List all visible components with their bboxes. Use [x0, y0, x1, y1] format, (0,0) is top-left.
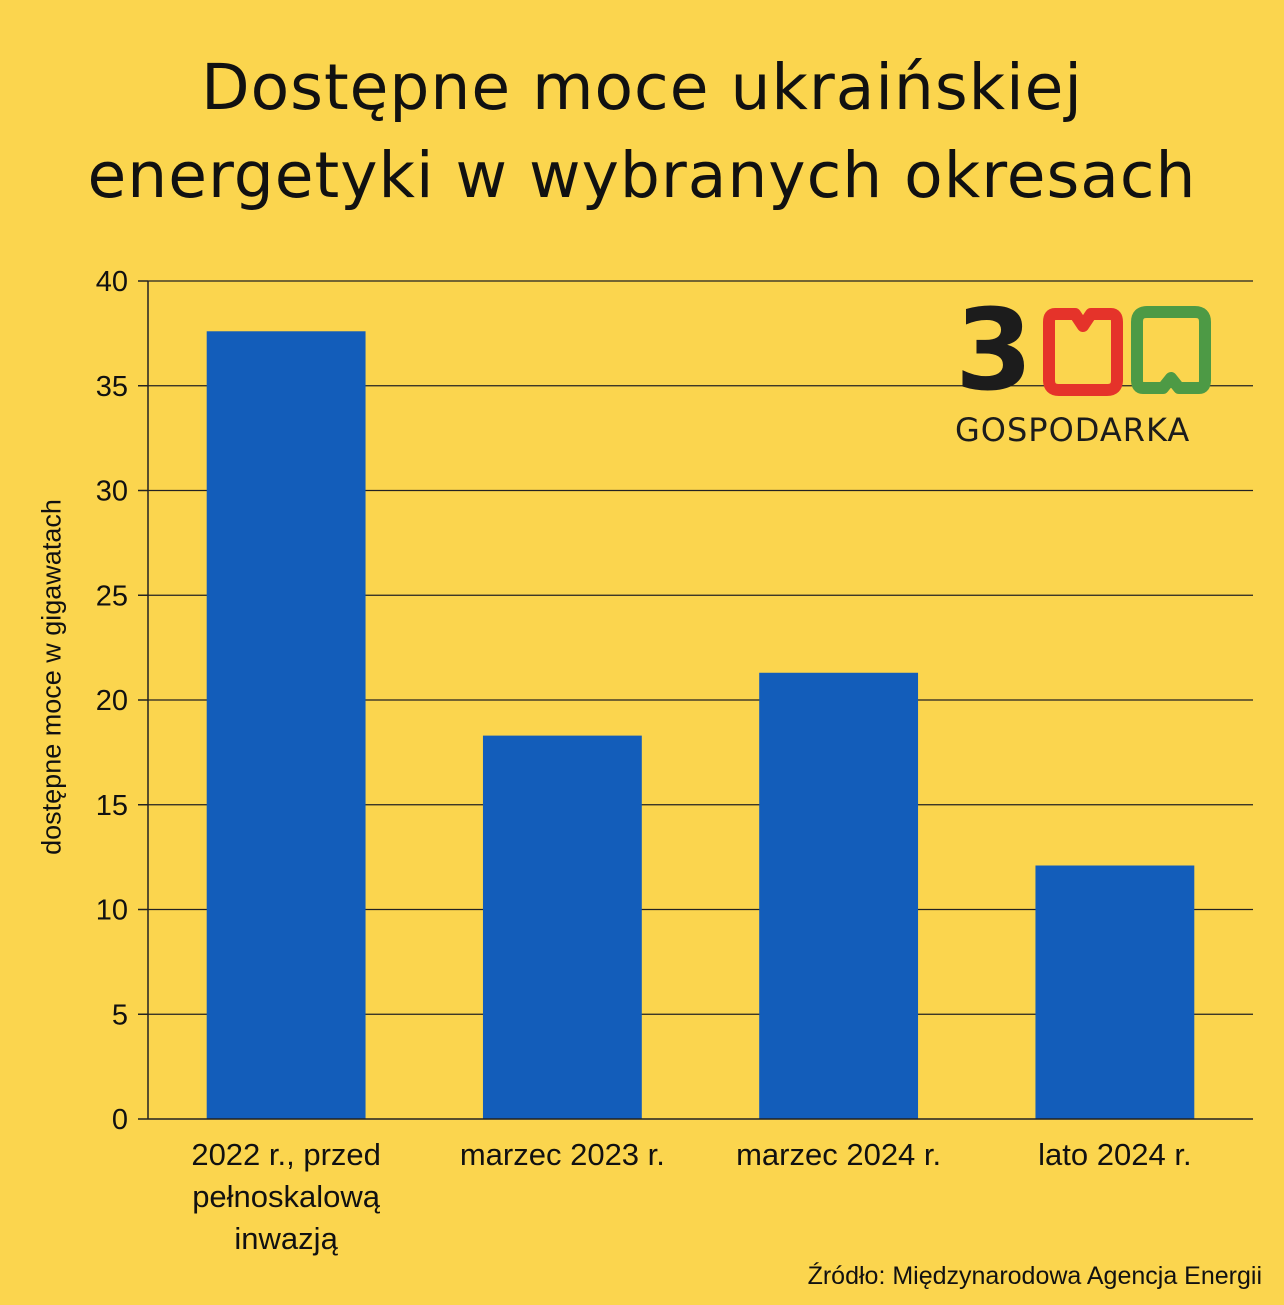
logo-red-zero-icon	[1043, 308, 1123, 396]
x-tick-label: marzec 2023 r.	[460, 1137, 665, 1172]
bar	[206, 331, 366, 1119]
chart-title-line-1: Dostępne moce ukraińskiej	[201, 51, 1083, 124]
gospodarka-300-logo: 3 GOSPODARKA	[955, 286, 1230, 456]
y-tick-label: 15	[96, 790, 128, 822]
y-tick-label: 30	[96, 476, 128, 508]
source-note: Źródło: Międzynarodowa Agencja Energii	[807, 1262, 1262, 1290]
y-tick-label: 25	[96, 580, 128, 612]
x-tick-label: 2022 r., przed pełnoskalową inwazją	[191, 1137, 381, 1256]
y-tick-label: 40	[96, 266, 128, 298]
logo-green-zero-icon	[1131, 306, 1211, 394]
bar	[1035, 865, 1195, 1119]
y-tick-label: 0	[112, 1104, 128, 1136]
y-axis-label: dostępne moce w gigawatach	[36, 499, 67, 855]
chart-title-line-2: energetyki w wybranych okresach	[87, 139, 1197, 212]
bar	[482, 735, 642, 1119]
y-tick-label: 10	[96, 895, 128, 927]
y-tick-label: 20	[96, 685, 128, 717]
x-tick-label: marzec 2024 r.	[736, 1137, 941, 1172]
chart-title: Dostępne moce ukraińskiej energetyki w w…	[0, 44, 1284, 220]
y-tick-label: 35	[96, 371, 128, 403]
y-tick-labels: 0 5 10 15 20 25 30 35 40	[96, 266, 128, 1136]
x-tick-labels: 2022 r., przed pełnoskalową inwazją marzec …	[191, 1137, 1191, 1256]
bar	[759, 672, 919, 1119]
y-tick-label: 5	[112, 999, 128, 1031]
bars	[206, 331, 1195, 1119]
logo-digit-three: 3	[955, 286, 1033, 416]
axes	[138, 280, 1253, 1120]
x-tick-label: lato 2024 r.	[1038, 1137, 1191, 1172]
logo-wordmark: GOSPODARKA	[955, 411, 1191, 449]
